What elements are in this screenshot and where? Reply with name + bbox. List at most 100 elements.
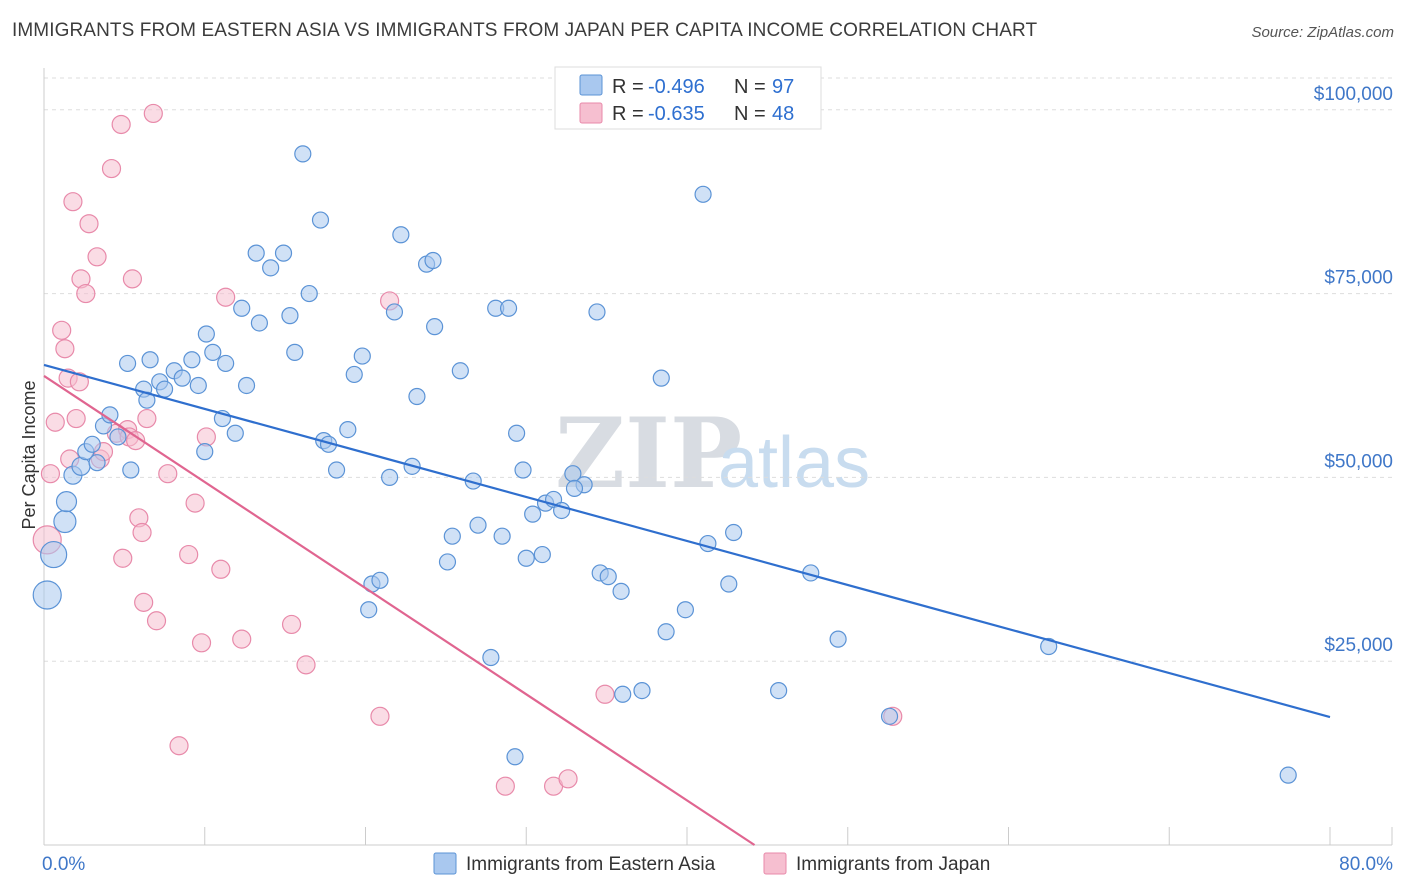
japan-point: [211, 559, 231, 579]
japan-point: [126, 431, 146, 451]
eastern-asia-point: [482, 648, 500, 667]
eastern-asia-point: [612, 582, 630, 600]
eastern-asia-point: [533, 545, 551, 564]
eastern-asia-point: [599, 568, 617, 586]
japan-point: [169, 736, 189, 756]
watermark: ZIP atlas: [555, 397, 870, 510]
japan-point: [87, 247, 107, 267]
series-legend: Immigrants from Eastern Asia Immigrants …: [433, 852, 990, 875]
legend-n-label: N =: [734, 76, 766, 98]
x-tick-label: 80.0%: [1339, 854, 1393, 875]
japan-point: [143, 103, 163, 124]
eastern-asia-point: [155, 380, 174, 398]
japan-point: [134, 592, 154, 612]
eastern-asia-point: [426, 318, 444, 336]
eastern-asia-point: [588, 303, 606, 321]
eastern-asia-point: [353, 347, 371, 365]
eastern-asia-point: [424, 251, 442, 270]
eastern-asia-point: [339, 420, 357, 439]
eastern-asia-point: [392, 226, 410, 244]
eastern-asia-point: [438, 553, 457, 571]
eastern-asia-point: [196, 443, 214, 461]
legend-label-eastern-asia: Immigrants from Eastern Asia: [466, 854, 716, 875]
japan-point: [66, 408, 86, 429]
eastern-asia-point: [506, 748, 524, 766]
eastern-asia-point: [141, 351, 159, 369]
eastern-asia-point: [657, 623, 675, 641]
eastern-asia-point: [55, 491, 78, 513]
japan-point: [40, 464, 61, 484]
eastern-asia-point: [281, 307, 299, 325]
eastern-asia-point: [524, 505, 542, 523]
eastern-asia-point: [499, 299, 518, 317]
legend-r-value: -0.496: [648, 76, 705, 98]
eastern-asia-point: [327, 461, 346, 479]
eastern-asia-point: [118, 354, 137, 373]
japan-point: [52, 320, 72, 340]
eastern-asia-point: [565, 479, 584, 498]
eastern-asia-point: [237, 376, 256, 395]
eastern-asia-point: [720, 575, 738, 593]
japan-point: [558, 769, 578, 789]
eastern-asia-point: [694, 185, 712, 203]
y-tick-label: $75,000: [1324, 268, 1393, 289]
chart-title: IMMIGRANTS FROM EASTERN ASIA VS IMMIGRAN…: [12, 20, 1038, 41]
series-eastern-asia: [32, 145, 1297, 784]
japan-point: [158, 464, 178, 484]
japan-point: [191, 633, 212, 653]
eastern-asia-point: [517, 549, 535, 567]
japan-point: [63, 192, 83, 212]
eastern-asia-point: [493, 527, 511, 545]
chart-source: Source: ZipAtlas.com: [1251, 24, 1394, 41]
eastern-asia-point: [451, 362, 469, 380]
eastern-asia-point: [725, 523, 743, 542]
japan-point: [55, 339, 75, 359]
eastern-asia-point: [829, 630, 847, 648]
eastern-asia-point: [676, 601, 694, 619]
japan-point: [79, 214, 99, 234]
eastern-asia-point: [204, 343, 222, 361]
japan-point: [216, 287, 236, 307]
eastern-asia-point: [40, 540, 68, 569]
eastern-asia-point: [286, 343, 304, 361]
eastern-asia-point: [294, 145, 312, 163]
eastern-asia-point: [53, 509, 77, 534]
eastern-asia-point: [614, 685, 632, 703]
japan-point: [370, 706, 390, 726]
eastern-asia-point: [311, 211, 330, 229]
eastern-asia-point: [226, 424, 244, 442]
eastern-asia-point: [360, 601, 378, 619]
eastern-asia-point: [300, 284, 318, 303]
japan-point: [137, 408, 157, 429]
japan-point: [296, 655, 316, 675]
eastern-asia-point: [1279, 766, 1297, 784]
legend-r-label: R =: [612, 76, 644, 98]
eastern-asia-point: [109, 428, 127, 446]
eastern-asia-point: [189, 376, 207, 395]
legend-swatch-japan: [579, 102, 603, 124]
y-tick-label: $50,000: [1324, 451, 1393, 472]
japan-point: [495, 776, 515, 796]
eastern-asia-point: [385, 303, 404, 321]
x-tick-label: 0.0%: [42, 854, 85, 875]
trendline-japan: [43, 375, 756, 846]
eastern-asia-point: [274, 244, 293, 262]
legend-swatch-eastern-asia: [579, 74, 603, 96]
legend-swatch-japan: [763, 852, 787, 875]
stats-legend: R = -0.496 N = 97 R = -0.635 N = 48: [554, 66, 822, 130]
eastern-asia-point: [250, 314, 269, 332]
eastern-asia-point: [173, 369, 191, 387]
eastern-asia-point: [371, 571, 389, 589]
eastern-asia-point: [408, 387, 426, 406]
eastern-asia-point: [88, 454, 106, 472]
y-tick-label: $100,000: [1314, 84, 1393, 105]
legend-n-value: 97: [772, 76, 794, 98]
japan-point: [45, 412, 65, 432]
eastern-asia-point: [83, 435, 101, 453]
trendline-eastern-asia: [43, 363, 1331, 719]
eastern-asia-point: [233, 299, 251, 317]
eastern-asia-point: [381, 468, 399, 486]
eastern-asia-point: [32, 580, 62, 610]
eastern-asia-point: [633, 681, 651, 700]
